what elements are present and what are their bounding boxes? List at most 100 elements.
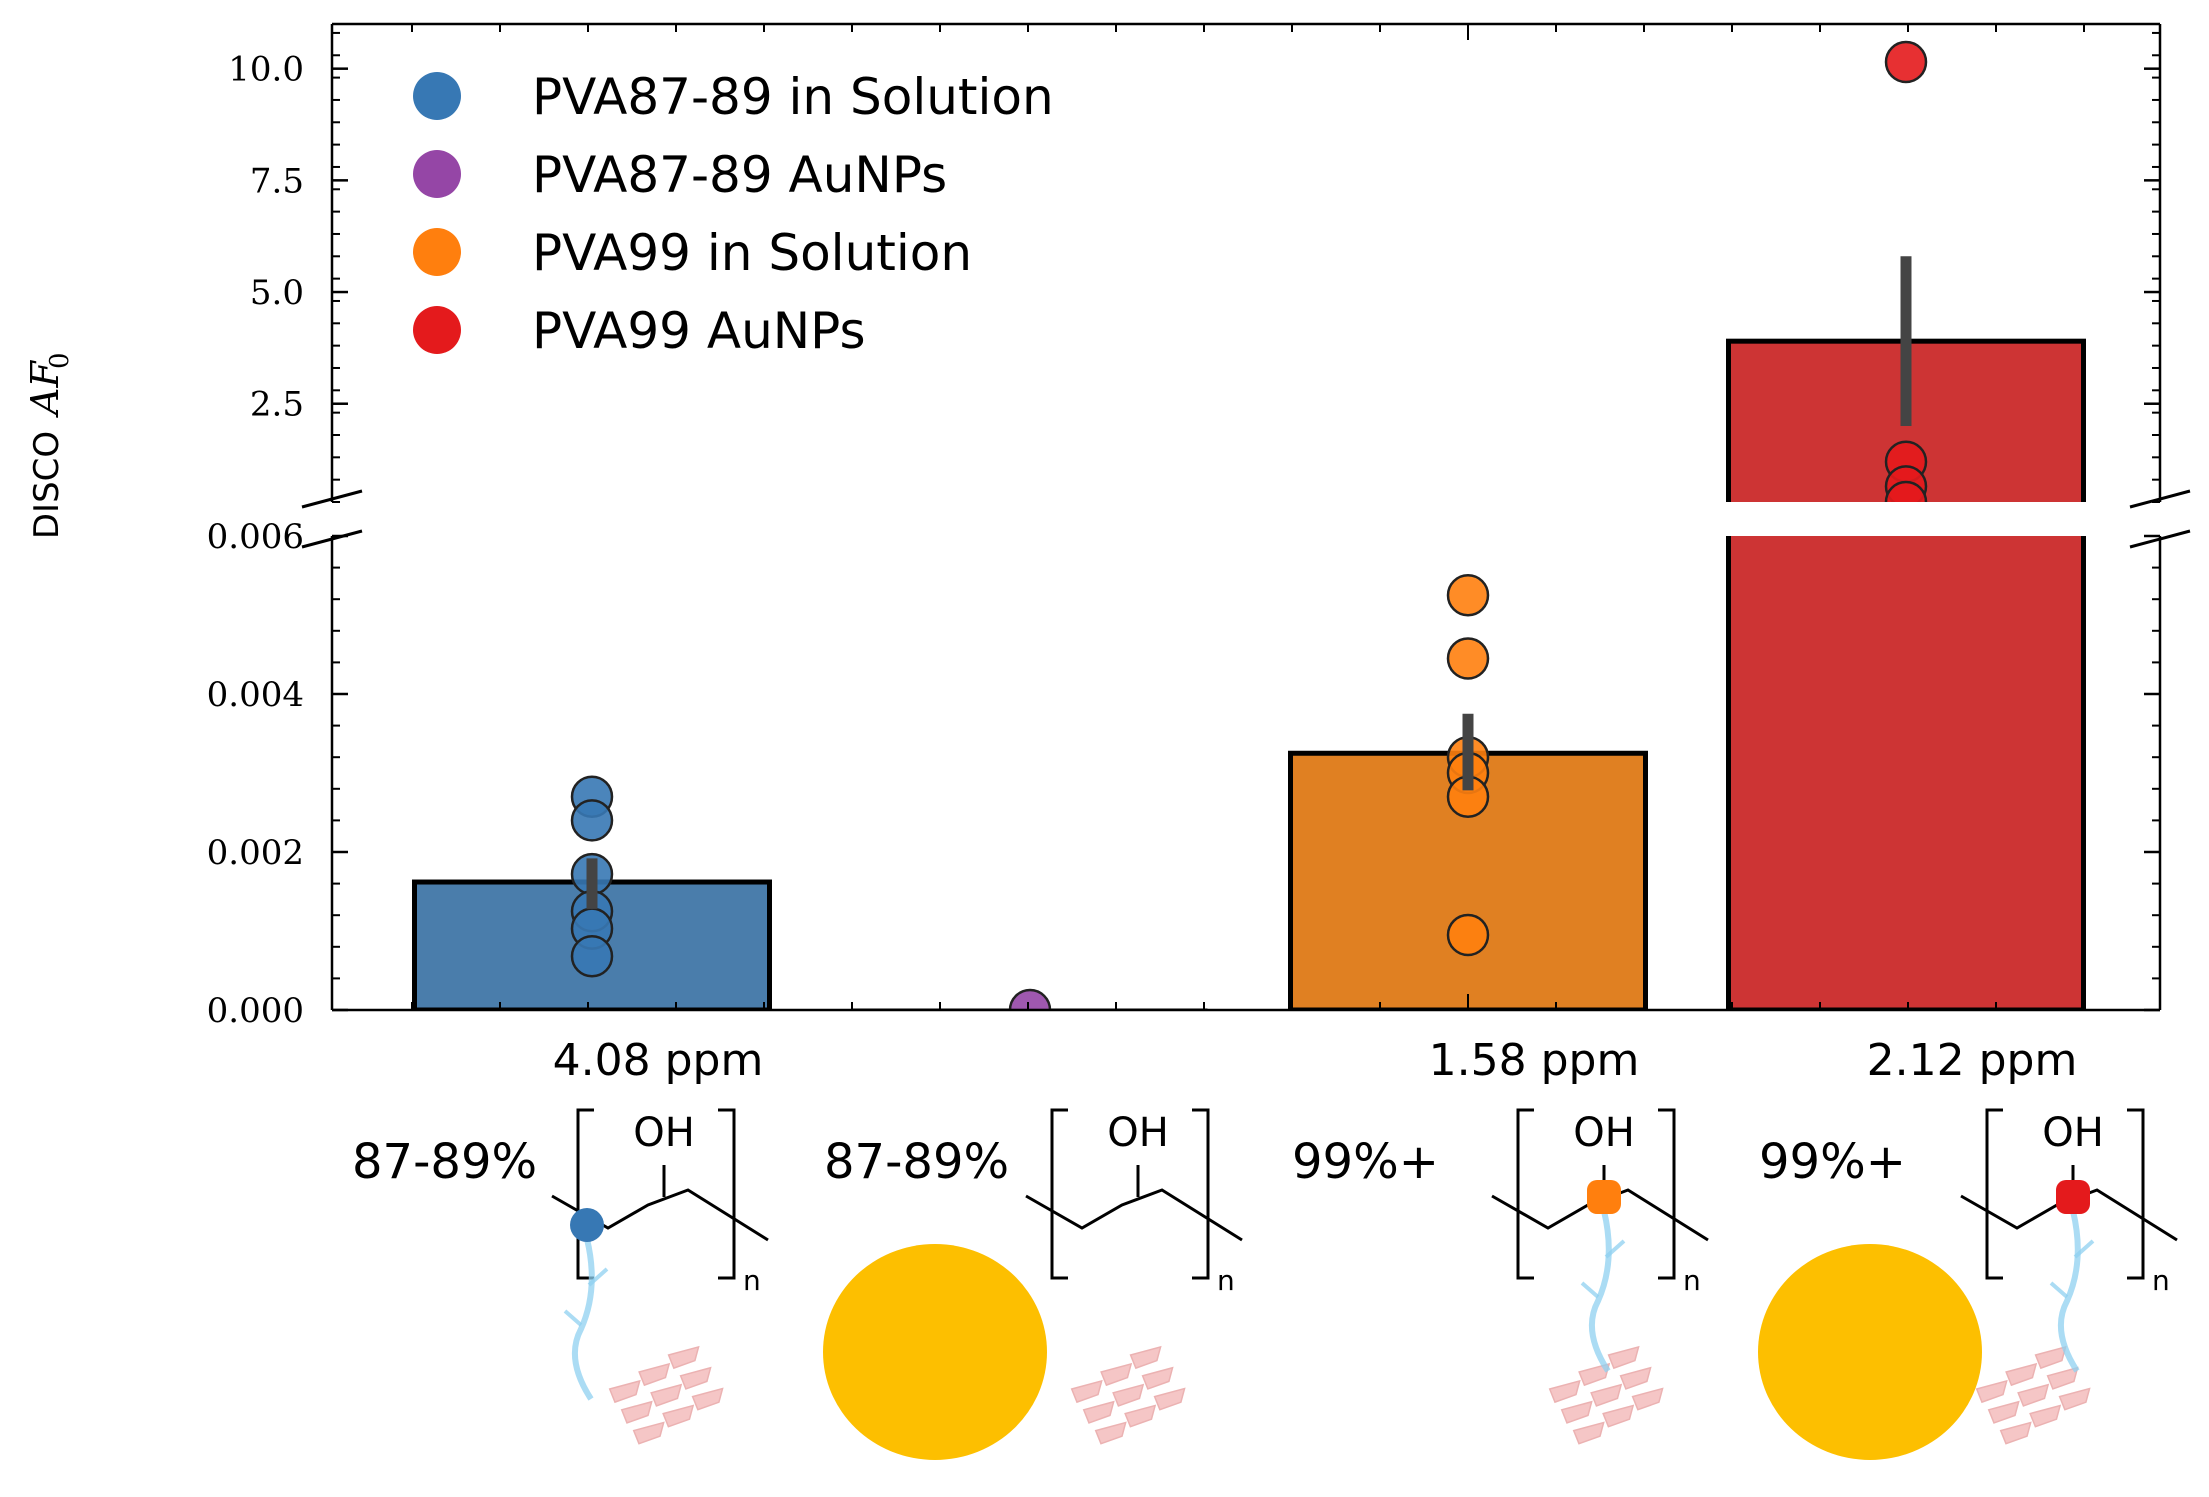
- legend: PVA87-89 in Solution PVA87-89 AuNPs PVA99 …: [413, 68, 1054, 360]
- contact-path: [572, 1238, 595, 1401]
- composition-label: 87-89%: [352, 1134, 537, 1190]
- legend-entry-label: PVA99 AuNPs: [532, 302, 866, 360]
- protein-strand: [1987, 1400, 2020, 1424]
- composition-label: 87-89%: [824, 1134, 1009, 1190]
- protein-strand: [1112, 1383, 1145, 1407]
- upper-tick-label: 5.0: [250, 273, 304, 313]
- data-point: [1884, 480, 1928, 502]
- gold-nanoparticle: [1758, 1244, 1982, 1460]
- hydroxyl-group-label: OH: [1107, 1110, 1169, 1156]
- y-axis-label: DISCO AF 0: [23, 352, 75, 539]
- bar-4-lower: [1726, 536, 2086, 1010]
- legend-entry-label: PVA99 in Solution: [532, 224, 972, 282]
- protein-strand: [667, 1345, 700, 1370]
- repeat-subscript: n: [1217, 1264, 1235, 1297]
- upper-tick-label: 10.0: [228, 50, 304, 90]
- contact-path: [1589, 1210, 1612, 1373]
- schematic-panel-2: 87-89% OH n: [823, 1108, 1243, 1460]
- bracket-left: [1050, 1108, 1068, 1280]
- lower-tick-label: 0.000: [207, 991, 304, 1031]
- svg-text:0: 0: [45, 352, 75, 369]
- data-point: [570, 799, 614, 842]
- protein-icon: [608, 1345, 724, 1445]
- legend-marker: [413, 306, 461, 354]
- legend-entry-label: PVA87-89 in Solution: [532, 68, 1054, 126]
- protein-strand: [2058, 1387, 2091, 1411]
- protein-strand: [1975, 1379, 2008, 1404]
- lower-panel: 0.000 0.002 0.004 0.006: [207, 517, 2162, 1031]
- data-point: [1446, 913, 1490, 957]
- svg-text:DISCO: DISCO: [27, 431, 67, 539]
- protein-strand: [2005, 1362, 2038, 1387]
- protein-strand: [2046, 1366, 2079, 1390]
- schematic-panel-3: 99%+ OH n: [1292, 1108, 1709, 1445]
- category-label: 1.58 ppm: [1429, 1035, 1640, 1086]
- contact-branch: [563, 1267, 609, 1327]
- bracket-left: [1985, 1108, 2003, 1280]
- lower-plot-area: [412, 536, 2086, 1010]
- hydroxyl-group-label: OH: [2042, 1110, 2104, 1156]
- composition-label: 99%+: [1292, 1134, 1439, 1190]
- protein-strand: [1560, 1400, 1593, 1424]
- category-label: 4.08 ppm: [553, 1035, 764, 1086]
- protein-strand: [650, 1383, 683, 1407]
- protein-strand: [632, 1421, 665, 1445]
- protein-strand: [1070, 1379, 1103, 1404]
- contact-path: [2058, 1210, 2081, 1373]
- protein-strand: [1999, 1421, 2032, 1445]
- protein-strand: [2034, 1345, 2067, 1370]
- data-point: [1884, 40, 1928, 84]
- legend-marker: [413, 72, 461, 120]
- protein-strand: [1548, 1379, 1581, 1404]
- protein-strand: [1602, 1404, 1635, 1428]
- protein-strand: [1590, 1383, 1623, 1407]
- upper-tick-label: 2.5: [250, 385, 304, 425]
- protein-strand: [691, 1387, 724, 1411]
- protein-strand: [2017, 1383, 2050, 1407]
- legend-marker: [413, 150, 461, 198]
- contact-branch: [2049, 1239, 2095, 1299]
- upper-panel: 2.5 5.0 7.5 10.0: [228, 22, 2162, 503]
- protein-icon: [1548, 1345, 1664, 1445]
- hydroxyl-group-label: OH: [1573, 1110, 1635, 1156]
- hydroxyl-group-label: OH: [633, 1110, 695, 1156]
- protein-strand: [1129, 1345, 1162, 1370]
- protein-strand: [1141, 1366, 1174, 1390]
- protein-icon: [1070, 1345, 1186, 1445]
- svg-text:AF: AF: [23, 360, 67, 418]
- protein-strand: [1572, 1421, 1605, 1445]
- bracket-right: [2127, 1108, 2145, 1280]
- bracket-left: [576, 1108, 594, 1280]
- lower-tick-label: 0.004: [207, 675, 304, 715]
- legend-marker: [413, 228, 461, 276]
- data-point: [1446, 637, 1490, 680]
- repeat-subscript: n: [743, 1264, 761, 1297]
- protein-strand: [1082, 1400, 1115, 1424]
- lower-tick-label: 0.006: [207, 517, 304, 557]
- protein-strand: [662, 1404, 695, 1428]
- protein-strand: [2029, 1404, 2062, 1428]
- proton-marker: [570, 1208, 604, 1242]
- data-point: [1008, 988, 1052, 1010]
- schematic-panel-1: 87-89% OH n: [352, 1108, 769, 1445]
- upper-plot-area: [1726, 40, 2086, 502]
- proton-marker: [1587, 1180, 1621, 1214]
- bracket-left: [1516, 1108, 1534, 1280]
- contact-branch: [1580, 1239, 1626, 1299]
- polymer-chain: [1025, 1188, 1243, 1242]
- repeat-subscript: n: [2152, 1264, 2170, 1297]
- category-label: 2.12 ppm: [1867, 1035, 2078, 1086]
- protein-strand: [638, 1362, 671, 1387]
- protein-strand: [1631, 1387, 1664, 1411]
- protein-icon: [1975, 1345, 2091, 1445]
- schematic: 87-89% OH n 87-89% OH n 99%+ OH n 99%+ OH n: [352, 1108, 2178, 1460]
- protein-strand: [1153, 1387, 1186, 1411]
- bracket-right: [1658, 1108, 1676, 1280]
- bracket-right: [1192, 1108, 1210, 1280]
- data-point: [1446, 574, 1490, 617]
- protein-strand: [1619, 1366, 1652, 1390]
- axis-break-marks: [301, 489, 2191, 549]
- protein-strand: [1100, 1362, 1133, 1387]
- axis-break-mark: [301, 489, 363, 509]
